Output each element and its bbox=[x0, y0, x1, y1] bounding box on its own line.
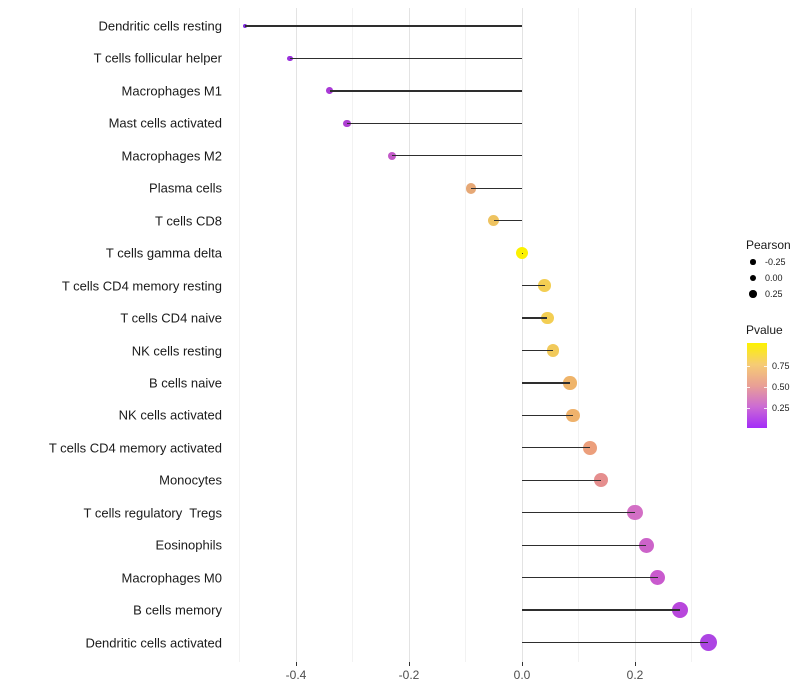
pearson-legend-dot bbox=[749, 274, 757, 282]
x-axis-tick-label: -0.2 bbox=[398, 668, 420, 682]
gridline-minor bbox=[239, 8, 240, 662]
lollipop-stick bbox=[522, 577, 658, 579]
pearson-legend-label: 0.25 bbox=[765, 289, 783, 299]
gridline-major bbox=[634, 8, 636, 662]
row-label: T cells CD4 memory resting bbox=[61, 278, 222, 294]
lollipop-dot bbox=[582, 440, 597, 455]
gridline-minor bbox=[578, 8, 579, 662]
pvalue-colorbar-tick bbox=[747, 366, 750, 367]
lollipop-stick bbox=[522, 512, 635, 514]
x-axis-tick-label: -0.4 bbox=[285, 668, 307, 682]
lollipop-dot bbox=[488, 215, 500, 227]
pvalue-colorbar-tick bbox=[764, 408, 767, 409]
lollipop-stick bbox=[522, 349, 554, 352]
gridline-minor bbox=[691, 8, 692, 662]
x-axis-tick-label: 0.0 bbox=[513, 668, 531, 682]
row-label: NK cells resting bbox=[131, 343, 222, 358]
pvalue-colorbar-tick bbox=[747, 408, 750, 409]
pearson-legend-label: 0.00 bbox=[765, 273, 783, 283]
row-label: Monocytes bbox=[159, 472, 222, 488]
gridline-minor bbox=[465, 8, 466, 662]
pearson-legend-dot bbox=[749, 290, 757, 298]
pvalue-legend-label: 0.75 bbox=[772, 361, 790, 371]
lollipop-stick bbox=[522, 317, 548, 319]
x-axis-tick bbox=[409, 662, 410, 666]
lollipop-stick bbox=[522, 414, 573, 417]
lollipop-stick bbox=[522, 447, 590, 449]
row-label: T cells regulatory Tregs bbox=[83, 505, 222, 521]
row-label: Mast cells activated bbox=[108, 115, 222, 131]
row-label: T cells CD4 naive bbox=[120, 310, 222, 326]
gridline-major bbox=[295, 8, 297, 662]
pvalue-colorbar-tick bbox=[764, 366, 767, 367]
lollipop-dot bbox=[563, 376, 577, 390]
row-label: T cells CD8 bbox=[155, 213, 222, 229]
lollipop-stick bbox=[290, 57, 522, 60]
x-axis-tick bbox=[296, 662, 297, 666]
pvalue-legend-label: 0.25 bbox=[772, 403, 790, 413]
row-label: Macrophages M1 bbox=[121, 83, 222, 99]
lollipop-dot bbox=[387, 151, 397, 161]
lollipop-stick bbox=[522, 252, 523, 254]
row-label: Dendritic cells activated bbox=[85, 635, 222, 651]
lollipop-stick bbox=[471, 187, 522, 189]
x-axis-tick bbox=[635, 662, 636, 666]
lollipop-stick bbox=[346, 122, 522, 124]
gridline-minor bbox=[352, 8, 353, 662]
lollipop-stick bbox=[522, 284, 545, 287]
lollipop-stick bbox=[329, 90, 522, 92]
row-label: T cells CD4 memory activated bbox=[48, 440, 222, 456]
row-label: NK cells activated bbox=[118, 407, 222, 423]
pearson-legend-dot bbox=[750, 259, 756, 265]
row-label: Dendritic cells resting bbox=[98, 18, 222, 34]
lollipop-dot bbox=[287, 55, 294, 62]
pearson-legend-label: -0.25 bbox=[765, 257, 786, 267]
lollipop-stick bbox=[522, 382, 571, 384]
lollipop-stick bbox=[522, 479, 602, 481]
row-label: T cells follicular helper bbox=[93, 50, 222, 66]
row-label: Macrophages M2 bbox=[121, 148, 222, 164]
row-label: Macrophages M0 bbox=[121, 570, 222, 586]
pvalue-legend-title: Pvalue bbox=[746, 323, 783, 337]
lollipop-stick bbox=[522, 544, 647, 546]
lollipop-stick bbox=[522, 641, 709, 644]
pearson-legend-title: Pearson bbox=[746, 238, 791, 252]
x-axis-tick-label: 0.2 bbox=[626, 668, 644, 682]
lollipop-stick bbox=[245, 25, 522, 27]
lollipop-dot bbox=[672, 601, 689, 619]
row-label: Plasma cells bbox=[149, 180, 222, 196]
pvalue-colorbar-tick bbox=[747, 387, 750, 388]
row-label: B cells naive bbox=[149, 375, 222, 391]
pvalue-legend-label: 0.50 bbox=[772, 382, 790, 392]
lollipop-dot bbox=[546, 344, 560, 357]
lollipop-stick bbox=[392, 155, 522, 157]
lollipop-dot bbox=[242, 23, 248, 29]
pvalue-colorbar-gradient bbox=[747, 343, 767, 428]
row-label: B cells memory bbox=[133, 602, 222, 618]
gridline-major bbox=[521, 8, 523, 662]
row-label: T cells gamma delta bbox=[105, 245, 222, 261]
lollipop-dot bbox=[649, 569, 666, 586]
lollipop-dot bbox=[538, 279, 551, 292]
pvalue-colorbar-tick bbox=[764, 387, 767, 388]
lollipop-stick bbox=[522, 609, 681, 611]
lollipop-dot bbox=[699, 634, 717, 652]
gridline-major bbox=[408, 8, 410, 662]
row-label: Eosinophils bbox=[155, 537, 223, 553]
lollipop-stick bbox=[493, 220, 522, 222]
x-axis-tick bbox=[522, 662, 523, 666]
